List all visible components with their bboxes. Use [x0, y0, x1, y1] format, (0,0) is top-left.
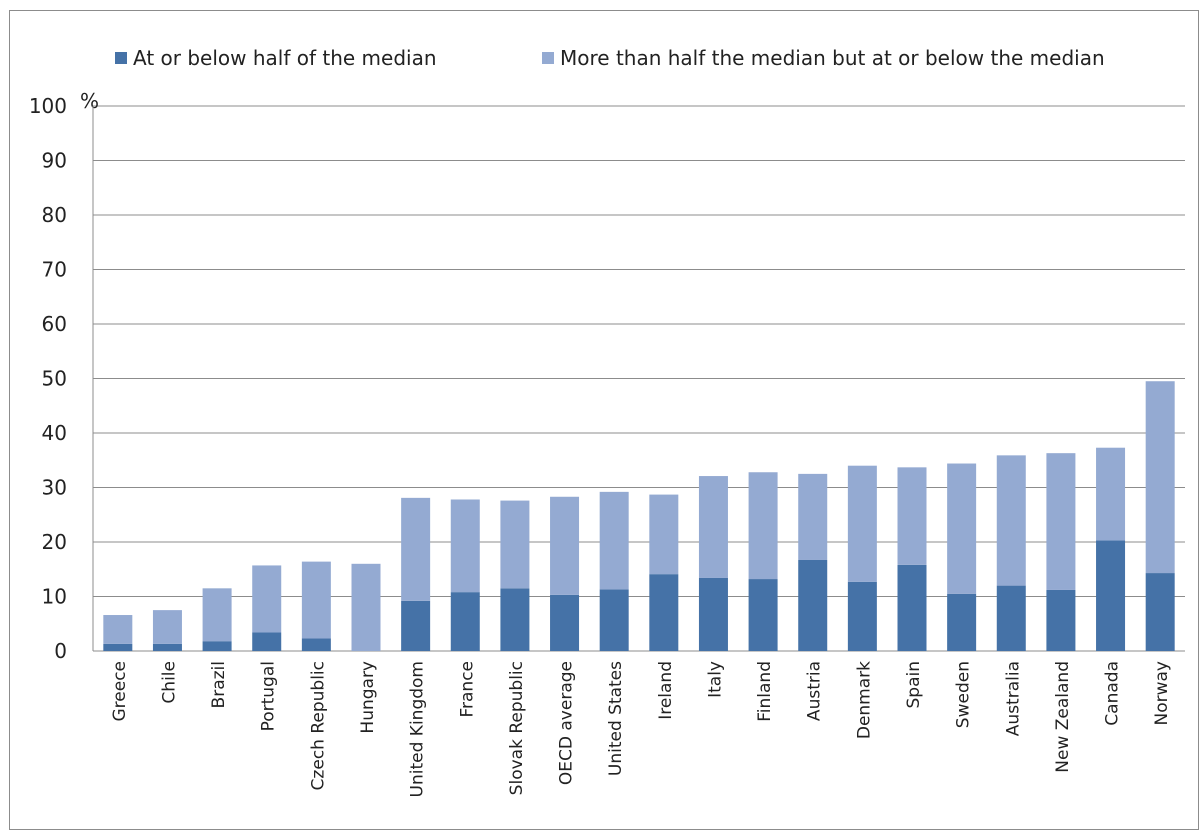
x-tick-label: Austria	[805, 661, 825, 721]
x-tick-label: Sweden	[954, 661, 974, 728]
bar-segment-2	[897, 467, 927, 565]
legend-label-2: More than half the median but at or belo…	[560, 46, 1105, 70]
bar-segment-1	[252, 632, 282, 651]
x-tick-label: Greece	[110, 661, 130, 722]
bar-segment-1	[847, 581, 877, 651]
bar-segment-2	[1046, 453, 1076, 590]
bar-segment-2	[847, 465, 877, 582]
x-tick-label: France	[457, 661, 477, 718]
x-tick-label: Finland	[755, 661, 775, 722]
bar-segment-2	[152, 610, 182, 644]
bar-segment-1	[1046, 589, 1076, 651]
legend-label-1: At or below half of the median	[133, 46, 437, 70]
x-tick-label: Brazil	[209, 661, 229, 708]
x-tick-label: Ireland	[656, 661, 676, 720]
bar-segment-2	[649, 494, 679, 575]
bar-segment-1	[947, 593, 977, 651]
y-tick-label: 50	[42, 367, 67, 391]
bar-segment-1	[1145, 573, 1175, 651]
bar-segment-1	[500, 588, 530, 651]
y-tick-label: 0	[54, 639, 67, 663]
x-tick-label: New Zealand	[1053, 661, 1073, 773]
legend-swatch-1	[115, 52, 127, 64]
bar-segment-2	[947, 463, 977, 594]
x-tick-label: Italy	[705, 661, 725, 698]
bar-segment-2	[1145, 381, 1175, 574]
x-tick-label: United Kingdom	[408, 661, 428, 797]
bar-segment-1	[401, 600, 431, 651]
x-tick-label: Norway	[1152, 661, 1172, 726]
y-unit-label: %	[80, 89, 99, 113]
bar-segment-2	[401, 497, 431, 601]
bar-segment-1	[748, 579, 778, 651]
y-tick-label: 80	[42, 203, 67, 227]
y-tick-label: 60	[42, 312, 67, 336]
y-tick-label: 30	[42, 476, 67, 500]
x-tick-label: OECD average	[557, 661, 577, 785]
bar-segment-2	[550, 496, 580, 595]
bar-segment-2	[698, 476, 728, 578]
bar-segment-2	[1096, 447, 1126, 541]
bar-segment-1	[897, 564, 927, 651]
bar-segment-1	[450, 592, 480, 651]
legend-item-1: At or below half of the median	[115, 46, 437, 70]
bar-segment-2	[798, 473, 828, 560]
legend-swatch-2	[542, 52, 554, 64]
y-tick-label: 20	[42, 530, 67, 554]
bar-segment-1	[103, 643, 133, 651]
x-tick-label: Czech Republic	[308, 661, 328, 790]
bar-segment-2	[500, 500, 530, 589]
bar-segment-2	[450, 499, 480, 593]
bar-segment-1	[698, 577, 728, 651]
y-tick-label: 90	[42, 149, 67, 173]
x-tick-label: Chile	[159, 661, 179, 704]
legend-item-2: More than half the median but at or belo…	[542, 46, 1105, 70]
x-tick-label: Denmark	[854, 661, 874, 739]
bar-segment-1	[798, 559, 828, 651]
bar-segment-2	[748, 472, 778, 580]
bar-segment-1	[202, 641, 232, 651]
x-tick-label: Spain	[904, 661, 924, 709]
x-tick-label: Canada	[1103, 661, 1123, 726]
bar-segment-2	[996, 455, 1026, 586]
bar-segment-2	[252, 565, 282, 633]
bar-segment-1	[599, 589, 629, 651]
x-tick-label: Hungary	[358, 661, 378, 734]
bar-segment-1	[301, 638, 331, 651]
bar-segment-2	[351, 563, 381, 651]
bar-segment-2	[103, 615, 133, 644]
bar-segment-1	[1096, 540, 1126, 651]
bar-segment-1	[649, 574, 679, 651]
x-tick-label: Portugal	[259, 661, 279, 731]
bar-segment-2	[599, 491, 629, 590]
x-tick-label: Australia	[1003, 661, 1023, 736]
bar-segment-1	[996, 585, 1026, 651]
x-tick-label: Slovak Republic	[507, 661, 527, 795]
bar-segment-2	[202, 588, 232, 642]
bar-segment-2	[301, 561, 331, 639]
y-tick-label: 40	[42, 421, 67, 445]
y-tick-label: 100	[29, 94, 67, 118]
y-tick-label: 10	[42, 585, 67, 609]
y-tick-label: 70	[42, 258, 67, 282]
bar-segment-1	[152, 643, 182, 651]
bar-segment-1	[550, 594, 580, 651]
x-tick-label: United States	[606, 661, 626, 776]
